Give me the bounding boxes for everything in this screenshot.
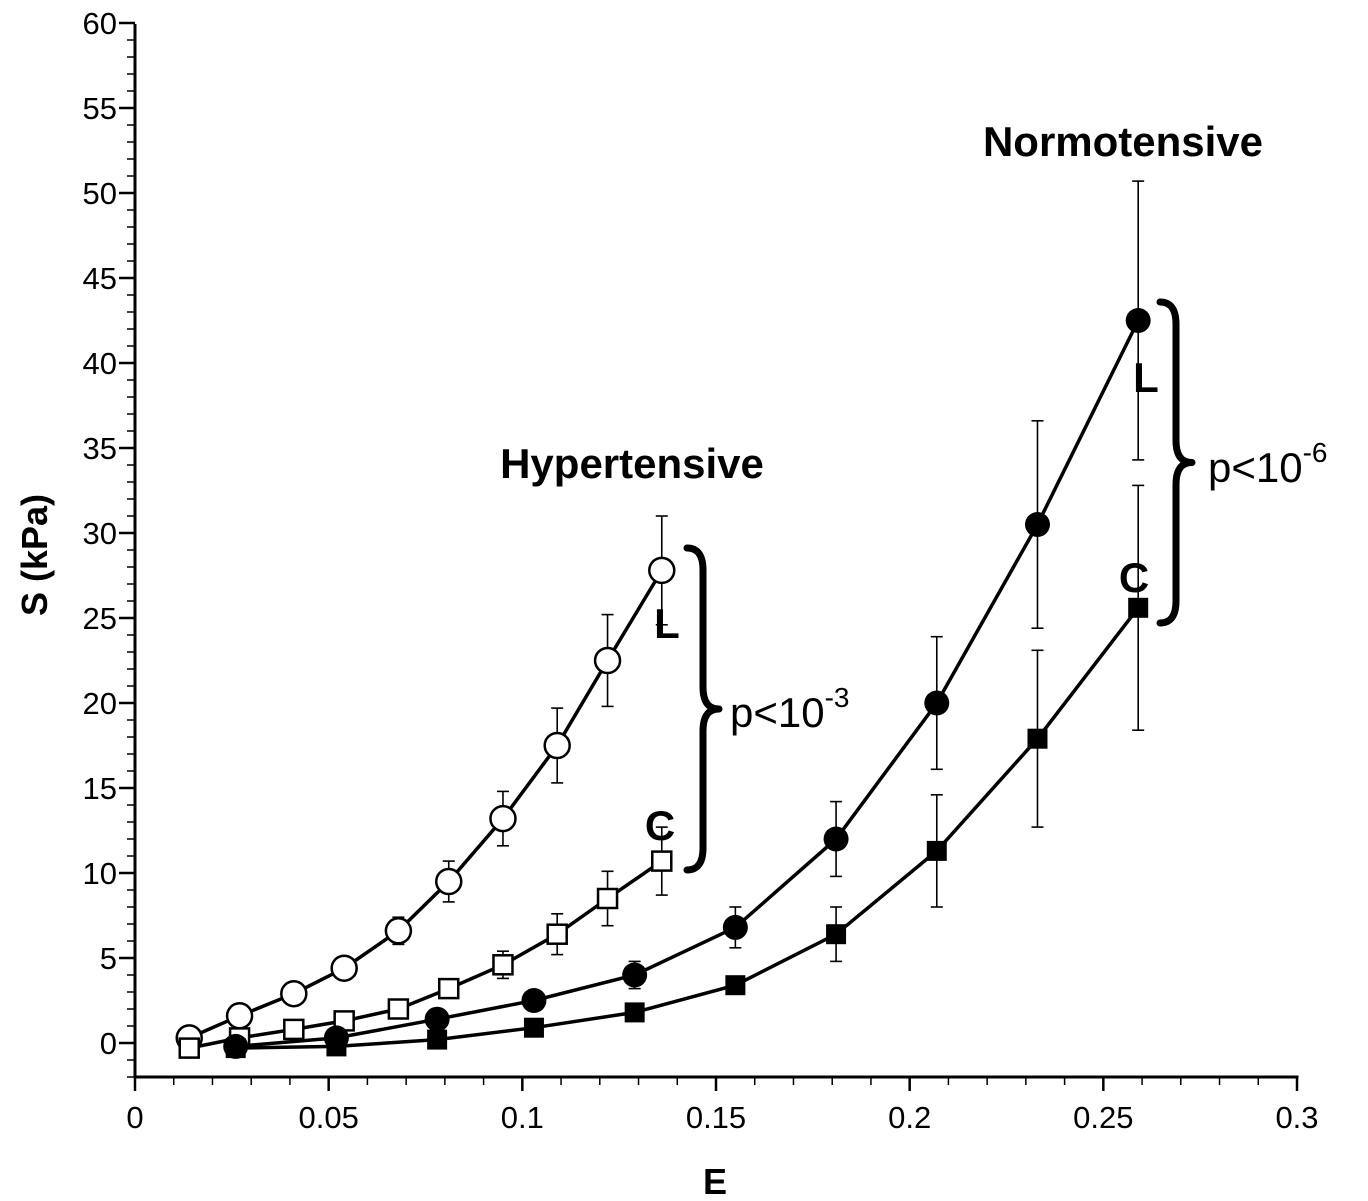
data-point-filled-square [1027, 728, 1048, 749]
data-point-open-circle [225, 1002, 254, 1030]
y-tick-label: 20 [83, 686, 117, 721]
y-axis-label: S (kPa) [14, 494, 55, 616]
x-tick-label: 0.3 [1275, 1100, 1318, 1135]
series-line-open-circle [188, 569, 664, 1040]
data-point-open-circle [330, 954, 358, 982]
y-tick-label: 0 [100, 1026, 117, 1061]
data-point-filled-circle [521, 988, 547, 1013]
data-point-filled-square [225, 1038, 246, 1059]
y-tick-label: 40 [83, 346, 117, 381]
data-point-open-square [651, 850, 673, 872]
data-point-open-square [283, 1018, 305, 1041]
data-point-open-square [178, 1037, 200, 1059]
x-tick-label: 0.1 [501, 1100, 544, 1135]
data-point-filled-circle [1024, 512, 1050, 537]
hypertensive-p-exponent: -3 [825, 682, 850, 713]
normotensive-p-value: p<10-6 [1208, 437, 1328, 491]
data-point-filled-square [826, 924, 847, 945]
data-point-filled-square [624, 1002, 645, 1023]
significance-braces [683, 298, 1196, 874]
y-tick-label: 45 [83, 261, 117, 296]
data-point-open-circle [648, 556, 676, 585]
data-point-open-circle [489, 804, 517, 833]
data-point-filled-square [926, 840, 947, 861]
data-point-open-square [546, 923, 568, 945]
data-point-open-square [492, 954, 514, 976]
data-point-open-square [437, 977, 460, 1000]
y-tick-label: 15 [83, 771, 117, 806]
data-point-filled-square [1128, 597, 1149, 618]
data-point-filled-circle [622, 962, 648, 988]
series-line-filled-square [235, 606, 1140, 1050]
error-bars [392, 180, 1145, 1017]
data-point-open-circle [593, 646, 622, 675]
data-point-open-square [387, 998, 410, 1020]
hypertensive-p-value: p<10-3 [730, 682, 850, 736]
data-point-filled-square [725, 975, 746, 996]
data-point-filled-square [427, 1029, 448, 1050]
y-tick-label: 60 [83, 6, 117, 41]
x-axis-label: E [703, 1161, 727, 1201]
x-tick-label: 0.2 [888, 1100, 931, 1135]
data-point-open-circle [543, 731, 571, 760]
data-point-open-circle [434, 867, 463, 896]
data-point-filled-circle [424, 1006, 450, 1032]
x-tick-label: 0 [126, 1100, 143, 1135]
hypertensive-L-label: L [654, 600, 680, 647]
normotensive-L-label: L [1133, 354, 1159, 401]
normotensive-title: Normotensive [983, 118, 1263, 165]
data-point-open-square [596, 887, 619, 910]
data-series [175, 308, 1151, 1059]
normotensive-brace [1156, 298, 1196, 627]
y-tick-label: 10 [83, 856, 117, 891]
data-point-filled-square [326, 1036, 347, 1057]
normotensive-C-label: C [1119, 554, 1149, 601]
y-tick-label: 35 [83, 431, 117, 466]
x-tick-label: 0.25 [1073, 1100, 1133, 1135]
normotensive-p-base: p<10 [1208, 444, 1303, 491]
data-point-open-circle [280, 979, 308, 1008]
hypertensive-brace [683, 544, 723, 874]
series-line-open-square [188, 859, 663, 1050]
y-tick-label: 25 [83, 601, 117, 636]
data-point-open-circle [384, 917, 413, 945]
x-tick-label: 0.05 [298, 1100, 358, 1135]
data-point-filled-square [523, 1017, 544, 1038]
data-point-filled-circle [1125, 308, 1151, 333]
y-axis-ticks: 0 5 10 15 20 25 30 35 40 45 50 55 60 [83, 6, 135, 1078]
axes [133, 24, 1299, 1079]
y-tick-label: 5 [100, 941, 117, 976]
data-point-filled-circle [722, 914, 748, 940]
hypertensive-p-base: p<10 [730, 689, 825, 736]
data-point-filled-circle [823, 826, 849, 852]
data-point-filled-circle [924, 690, 950, 716]
x-axis-ticks: 0 0.05 0.1 0.15 0.2 0.25 0.3 [126, 1077, 1319, 1135]
hypertensive-title: Hypertensive [500, 440, 764, 487]
x-tick-label: 0.15 [686, 1100, 746, 1135]
normotensive-p-exponent: -6 [1303, 437, 1328, 468]
series-line-filled-circle [235, 319, 1140, 1049]
y-tick-label: 30 [83, 516, 117, 551]
y-tick-label: 50 [83, 176, 117, 211]
y-tick-label: 55 [83, 91, 117, 126]
hypertensive-C-label: C [645, 802, 675, 849]
